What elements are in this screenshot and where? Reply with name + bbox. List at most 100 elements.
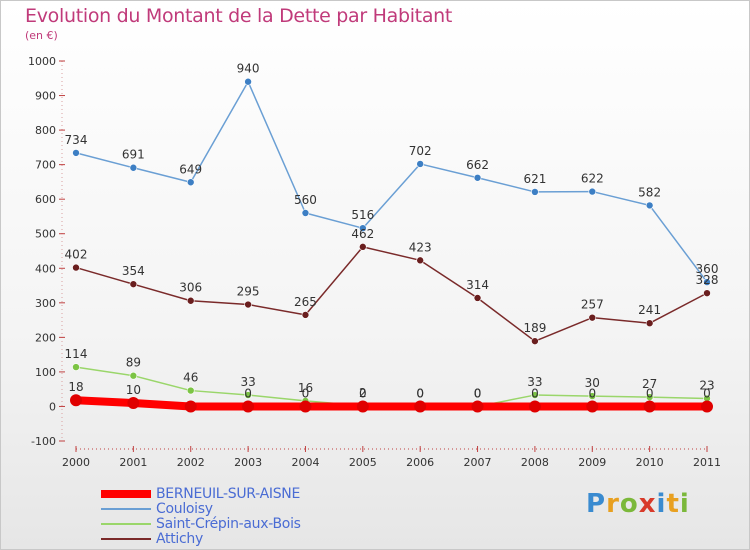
legend-label: Saint-Crépin-aux-Bois <box>156 516 301 532</box>
legend-item: Attichy <box>101 532 341 547</box>
y-tick-label: 600 <box>35 193 56 206</box>
data-point <box>471 400 484 413</box>
data-label: 621 <box>523 172 546 186</box>
data-label: 18 <box>68 380 83 394</box>
data-point <box>72 363 80 371</box>
data-point <box>242 400 255 413</box>
data-label: 622 <box>581 172 604 186</box>
data-label: 189 <box>523 321 546 335</box>
x-tick-label: 2009 <box>578 456 606 469</box>
data-label: 402 <box>65 248 88 262</box>
data-point <box>301 209 310 217</box>
data-label: 702 <box>409 144 432 158</box>
data-label: 10 <box>126 383 141 397</box>
legend-label: Couloisy <box>156 501 213 517</box>
data-point <box>299 400 312 413</box>
data-point <box>531 391 539 399</box>
data-point <box>129 163 138 172</box>
data-point <box>72 149 80 157</box>
x-tick-label: 2000 <box>62 456 90 469</box>
data-point <box>703 278 711 286</box>
data-label: 265 <box>294 295 317 309</box>
data-label: 30 <box>585 376 600 390</box>
data-label: 0 <box>703 386 711 400</box>
data-label: 33 <box>240 375 255 389</box>
data-label: 306 <box>179 281 202 295</box>
y-tick-label: 900 <box>35 90 56 103</box>
data-point <box>473 294 482 302</box>
data-label: 0 <box>244 386 252 400</box>
data-label: 89 <box>126 356 141 370</box>
logo-letter: i <box>656 489 667 519</box>
y-tick-label: 0 <box>49 400 56 413</box>
x-tick-label: 2002 <box>177 456 205 469</box>
y-tick-label: 200 <box>35 331 56 344</box>
data-label: 0 <box>474 386 482 400</box>
data-label: 516 <box>351 208 374 222</box>
data-point <box>703 289 711 297</box>
data-label: 462 <box>351 227 374 241</box>
data-label: 295 <box>237 285 260 299</box>
logo-letter: o <box>619 489 639 519</box>
data-point <box>70 394 82 407</box>
data-point <box>72 263 80 272</box>
y-tick-label: -100 <box>31 435 56 448</box>
y-tick-label: 1000 <box>28 55 56 68</box>
data-label: 0 <box>588 386 596 400</box>
data-point <box>414 400 427 413</box>
data-label: 649 <box>179 162 202 176</box>
y-tick-label: 800 <box>35 124 56 137</box>
x-tick-label: 2008 <box>521 456 549 469</box>
data-label: 0 <box>646 386 654 400</box>
data-point <box>244 300 252 309</box>
data-label: 2 <box>359 386 367 400</box>
data-label: 241 <box>638 303 661 317</box>
data-label: 354 <box>122 264 145 278</box>
data-label: 0 <box>302 386 310 400</box>
legend-item: BERNEUIL-SUR-AISNE <box>101 487 341 502</box>
x-tick-label: 2010 <box>636 456 664 469</box>
data-label: 662 <box>466 158 489 172</box>
data-point <box>186 386 195 395</box>
data-label: 423 <box>409 240 432 254</box>
legend-swatch <box>101 538 151 540</box>
y-tick-label: 100 <box>35 366 56 379</box>
data-label: 940 <box>237 62 260 76</box>
chart-title: Evolution du Montant de la Dette par Hab… <box>25 5 453 27</box>
series-line <box>75 246 708 342</box>
x-tick-label: 2003 <box>234 456 262 469</box>
data-point <box>186 296 195 305</box>
data-point <box>127 397 140 409</box>
data-label: 0 <box>416 386 424 400</box>
series-line <box>72 396 711 411</box>
data-point <box>528 400 541 413</box>
y-tick-label: 400 <box>35 262 56 275</box>
data-point <box>244 77 252 86</box>
data-point <box>588 187 597 196</box>
data-point <box>244 391 252 399</box>
chart-subtitle: (en €) <box>25 29 58 42</box>
data-label: 360 <box>696 262 719 276</box>
data-point <box>531 337 539 345</box>
logo-letter: i <box>679 489 690 519</box>
x-tick-label: 2005 <box>349 456 377 469</box>
data-label: 23 <box>699 379 714 393</box>
data-point <box>416 160 424 168</box>
data-label: 114 <box>65 347 88 361</box>
series-line <box>75 366 708 408</box>
data-point <box>129 280 138 288</box>
logo-letter: t <box>666 489 680 519</box>
data-label: 0 <box>416 386 424 400</box>
data-point <box>588 392 597 400</box>
data-point <box>643 400 656 413</box>
data-label: 582 <box>638 185 661 199</box>
legend-swatch <box>101 508 151 510</box>
legend-label: BERNEUIL-SUR-AISNE <box>156 486 301 502</box>
x-tick-label: 2001 <box>119 456 147 469</box>
y-tick-label: 300 <box>35 297 56 310</box>
data-label: 27 <box>642 377 657 391</box>
data-point <box>701 400 713 413</box>
legend-swatch <box>101 490 151 498</box>
data-label: 46 <box>183 371 198 385</box>
data-label: 33 <box>527 375 542 389</box>
